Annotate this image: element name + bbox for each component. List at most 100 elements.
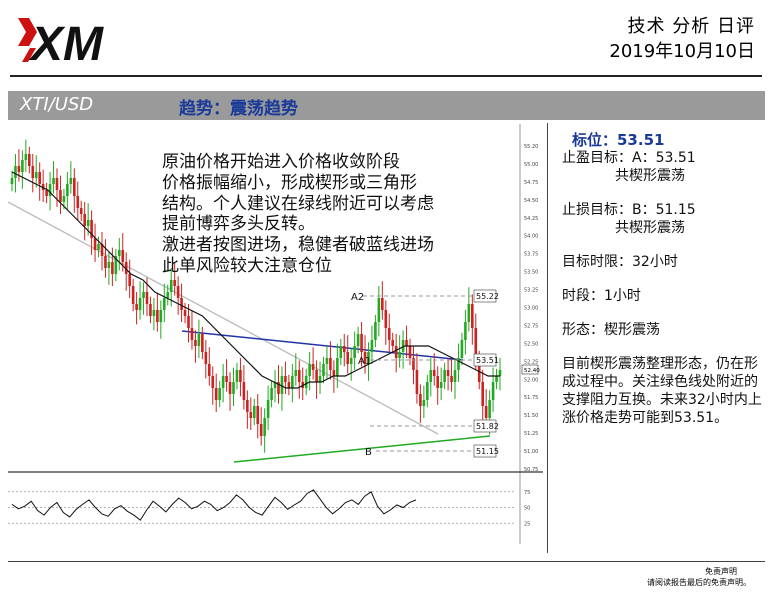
candle-body — [304, 376, 308, 388]
candle-body — [377, 298, 381, 322]
candle-body — [336, 358, 339, 376]
report-date: 2019年10月10日 — [609, 41, 755, 62]
candle-body — [346, 352, 350, 364]
axis-tick-label: 52.00 — [524, 377, 538, 383]
candle-body — [41, 184, 45, 190]
axis-tick-label: 53.00 — [524, 306, 538, 312]
candle-body — [291, 376, 294, 388]
candle-body — [498, 370, 502, 376]
axis-tick-label: 52.25 — [524, 359, 538, 365]
candle-body — [72, 178, 76, 196]
candle-body — [242, 382, 246, 400]
candle-body — [322, 364, 325, 376]
candle-body — [311, 364, 315, 370]
candle-body — [401, 340, 405, 352]
moving-average-line — [11, 171, 500, 389]
candle-body — [356, 334, 360, 346]
candle-body — [239, 370, 242, 382]
analysis-line: 价格振幅缩小，形成楔形或三角形 — [162, 172, 417, 193]
candle-body — [467, 304, 471, 322]
candle-body — [166, 292, 170, 298]
candle-body — [83, 214, 86, 226]
logo-chevron-bottom — [22, 48, 36, 62]
candle-body — [107, 262, 111, 268]
support-line — [233, 435, 491, 463]
candle-body — [394, 346, 398, 358]
candle-body — [145, 292, 149, 304]
axis-tick-label: 53.75 — [524, 252, 538, 258]
candle-body — [412, 358, 415, 370]
candle-body — [287, 382, 291, 388]
candle-body — [308, 364, 311, 376]
candle-body — [135, 304, 138, 310]
candle-body — [14, 166, 17, 178]
candle-body — [408, 346, 412, 358]
trend-label: 趋势：震荡趋势 — [179, 99, 298, 119]
oscillator-tick: 25 — [524, 521, 530, 527]
price-level-value: 51.82 — [476, 422, 499, 431]
candle-body — [117, 250, 121, 256]
candle-body — [194, 340, 197, 346]
candle-body — [55, 178, 59, 190]
candle-body — [360, 334, 363, 352]
candle-body — [104, 256, 107, 268]
candle-body — [315, 370, 318, 382]
title-band: XTI/USD 趋势：震荡趋势 — [8, 91, 765, 120]
candle-body — [17, 166, 21, 172]
axis-tick-label: 54.75 — [524, 180, 538, 186]
candle-body — [190, 328, 194, 340]
price-level-label: A1 — [358, 356, 371, 367]
candle-body — [342, 346, 346, 352]
take-profit-note: 共楔形震荡 — [615, 168, 685, 184]
time-limit: 目标时限：32小时 — [562, 254, 678, 270]
price-level-box — [473, 419, 497, 433]
stop-loss-label: 止损目标：B：51.15 — [562, 202, 696, 218]
axis-tick-label: 54.50 — [524, 198, 538, 204]
price-level-value: 51.15 — [476, 447, 499, 456]
candle-body — [415, 370, 419, 394]
candle-body — [273, 382, 277, 388]
axis-tick-label: 51.50 — [524, 413, 538, 419]
candle-body — [90, 220, 93, 238]
candle-body — [297, 370, 301, 382]
candle-body — [266, 400, 270, 418]
candle-body — [405, 340, 408, 346]
candle-body — [349, 358, 353, 364]
chart-grid — [8, 124, 543, 544]
candle-body — [398, 352, 401, 358]
target-panel: 标位：53.51 止盈目标：A：53.51 共楔形震荡 止损目标：B：51.15… — [562, 131, 772, 427]
take-profit-label: 止盈目标：A：53.51 — [562, 150, 696, 166]
candle-body — [294, 370, 298, 376]
candle-body — [259, 424, 263, 436]
footer-divider — [8, 561, 765, 562]
candle-body — [149, 304, 152, 316]
candle-body — [353, 346, 356, 358]
axis-tick-label: 53.50 — [524, 270, 538, 276]
candle-body — [66, 184, 69, 196]
candle-body — [381, 298, 384, 310]
candle-body — [419, 394, 422, 406]
candle-body — [38, 172, 41, 184]
candle-body — [436, 376, 440, 388]
candle-body — [464, 322, 467, 340]
candle-body — [491, 382, 495, 400]
candle-body — [339, 346, 343, 358]
candle-body — [111, 262, 114, 274]
candle-body — [426, 382, 429, 400]
candle-body — [332, 370, 336, 376]
candle-body — [142, 292, 145, 298]
target-price: 标位：53.51 — [572, 131, 665, 149]
candle-body — [156, 310, 159, 322]
candle-body — [62, 196, 66, 202]
candle-body — [270, 388, 273, 400]
disclaimer-text: 请阅读报告最后的免责声明。 — [647, 578, 751, 587]
candle-body — [59, 190, 62, 202]
axis-tick-label: 52.75 — [524, 323, 538, 329]
candle-body — [277, 382, 280, 394]
candle-body — [159, 310, 163, 322]
candle-body — [79, 208, 83, 214]
analysis-line: 此单风险较大注意仓位 — [162, 255, 332, 276]
candle-body — [325, 358, 329, 364]
candle-body — [214, 388, 218, 400]
price-chart: 55.22 A2 53.51 A1 51.82 51.15 B 55.20 55.00 54.7… — [8, 124, 543, 544]
